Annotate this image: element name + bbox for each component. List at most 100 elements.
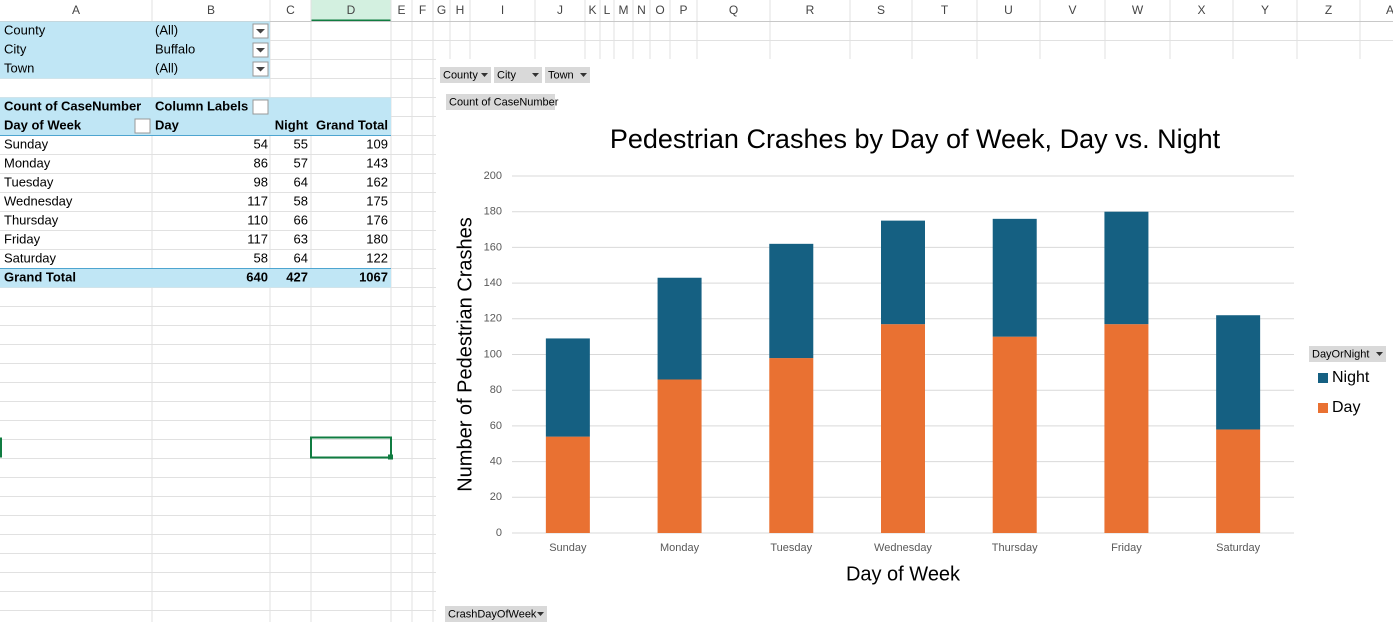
column-labels-dropdown[interactable] xyxy=(252,99,269,115)
column-header[interactable]: E xyxy=(397,3,405,17)
column-header[interactable]: H xyxy=(456,3,465,17)
filter-button-label: City xyxy=(497,69,516,81)
pivot-cell: 110 xyxy=(247,212,268,227)
bar-segment xyxy=(992,218,1037,337)
column-header[interactable]: K xyxy=(588,3,596,17)
dropdown-arrow xyxy=(256,29,265,34)
axis-field-button[interactable] xyxy=(445,606,547,622)
pivot-column-header: Grand Total xyxy=(316,117,388,132)
pivot-cell: Tuesday xyxy=(4,174,54,189)
button-arrow xyxy=(481,73,488,77)
pivot-cell: 57 xyxy=(294,155,308,170)
grand-total-cell: 1067 xyxy=(359,269,388,284)
values-button[interactable] xyxy=(446,94,555,110)
pivot-value-field: Count of CaseNumber xyxy=(4,98,141,113)
x-tick-label: Thursday xyxy=(992,542,1038,554)
column-header[interactable]: W xyxy=(1132,3,1144,17)
pivot-cell: 63 xyxy=(294,231,308,246)
y-tick-label: 0 xyxy=(496,527,502,539)
pivot-column-labels: Column Labels xyxy=(155,98,248,113)
pivot-cell: 98 xyxy=(254,174,268,189)
column-header[interactable]: R xyxy=(806,3,815,17)
bar-segment xyxy=(881,324,925,533)
bar-segment xyxy=(545,436,590,533)
filter-button[interactable] xyxy=(545,67,590,83)
legend-label: Day xyxy=(1332,399,1360,416)
column-header[interactable]: Q xyxy=(729,3,738,17)
dropdown-arrow xyxy=(256,67,265,72)
column-header[interactable]: I xyxy=(501,3,504,17)
y-axis-label: Number of Pedestrian Crashes xyxy=(454,217,476,492)
bar-segment xyxy=(657,379,702,533)
filter-button[interactable] xyxy=(494,67,542,83)
pivot-cell: 180 xyxy=(366,231,388,246)
pivot-cell: 54 xyxy=(254,136,268,151)
column-header[interactable]: F xyxy=(419,3,426,17)
column-header[interactable]: X xyxy=(1197,3,1205,17)
x-tick-label: Wednesday xyxy=(874,542,932,554)
column-header[interactable]: N xyxy=(637,3,646,17)
bar-segment xyxy=(992,336,1037,533)
pivot-cell: Saturday xyxy=(4,250,57,265)
grand-total-row xyxy=(0,268,391,288)
pivot-column-header: Day xyxy=(155,117,180,132)
pivot-cell: 143 xyxy=(366,155,388,170)
values-button-label: Count of CaseNumber xyxy=(449,96,559,108)
y-tick-label: 40 xyxy=(490,456,502,468)
pivot-cell: 117 xyxy=(247,231,268,246)
button-arrow xyxy=(1376,352,1383,356)
selected-cell[interactable] xyxy=(310,436,392,459)
button-arrow xyxy=(537,612,544,616)
y-tick-label: 180 xyxy=(484,206,502,218)
filter-field: County xyxy=(4,22,46,37)
column-header[interactable]: A xyxy=(1386,3,1393,17)
pivot-cell: 86 xyxy=(254,155,268,170)
x-tick-label: Sunday xyxy=(549,542,587,554)
legend-label: Night xyxy=(1332,369,1370,386)
column-header[interactable]: Z xyxy=(1325,3,1332,17)
row-labels-dropdown[interactable] xyxy=(134,118,151,134)
column-header[interactable]: V xyxy=(1068,3,1076,17)
grand-total-cell: 427 xyxy=(286,269,308,284)
column-header[interactable]: L xyxy=(604,3,611,17)
grand-total-cell: 640 xyxy=(246,269,268,284)
x-tick-label: Monday xyxy=(660,542,700,554)
legend-field-button[interactable] xyxy=(1309,346,1386,362)
column-header[interactable]: G xyxy=(437,3,446,17)
bar-segment xyxy=(881,220,925,325)
bar-segment xyxy=(1216,429,1261,533)
column-header[interactable]: T xyxy=(941,3,949,17)
filter-field: Town xyxy=(4,60,34,75)
pivot-cell: 162 xyxy=(366,174,388,189)
column-header[interactable]: P xyxy=(679,3,687,17)
column-header[interactable]: A xyxy=(72,3,80,17)
column-header[interactable]: U xyxy=(1004,3,1013,17)
filter-button[interactable] xyxy=(440,67,491,83)
column-header[interactable]: J xyxy=(557,3,563,17)
pivot-cell: 55 xyxy=(294,136,308,151)
pivot-cell: 122 xyxy=(366,250,388,265)
column-header[interactable]: D xyxy=(347,3,356,17)
selected-column-header xyxy=(311,0,391,22)
y-tick-label: 120 xyxy=(484,313,502,325)
x-tick-label: Friday xyxy=(1111,542,1142,554)
legend-swatch xyxy=(1318,403,1328,413)
dropdown-arrow xyxy=(256,48,265,53)
pivot-cell: Monday xyxy=(4,155,51,170)
column-header[interactable]: O xyxy=(655,3,664,17)
pivot-cell: Sunday xyxy=(4,136,49,151)
column-header[interactable]: M xyxy=(619,3,629,17)
column-header[interactable]: S xyxy=(877,3,885,17)
column-header[interactable]: C xyxy=(286,3,295,17)
filter-area xyxy=(0,21,270,79)
x-axis-label: Day of Week xyxy=(846,563,961,585)
row-marker xyxy=(0,437,2,458)
column-header[interactable]: Y xyxy=(1261,3,1269,17)
y-tick-label: 200 xyxy=(484,170,502,182)
bar-segment xyxy=(1104,324,1149,533)
axis-field-button-label: CrashDayOfWeek xyxy=(448,608,537,620)
filter-value: (All) xyxy=(155,60,178,75)
column-header[interactable]: B xyxy=(207,3,215,17)
y-tick-label: 60 xyxy=(490,420,502,432)
